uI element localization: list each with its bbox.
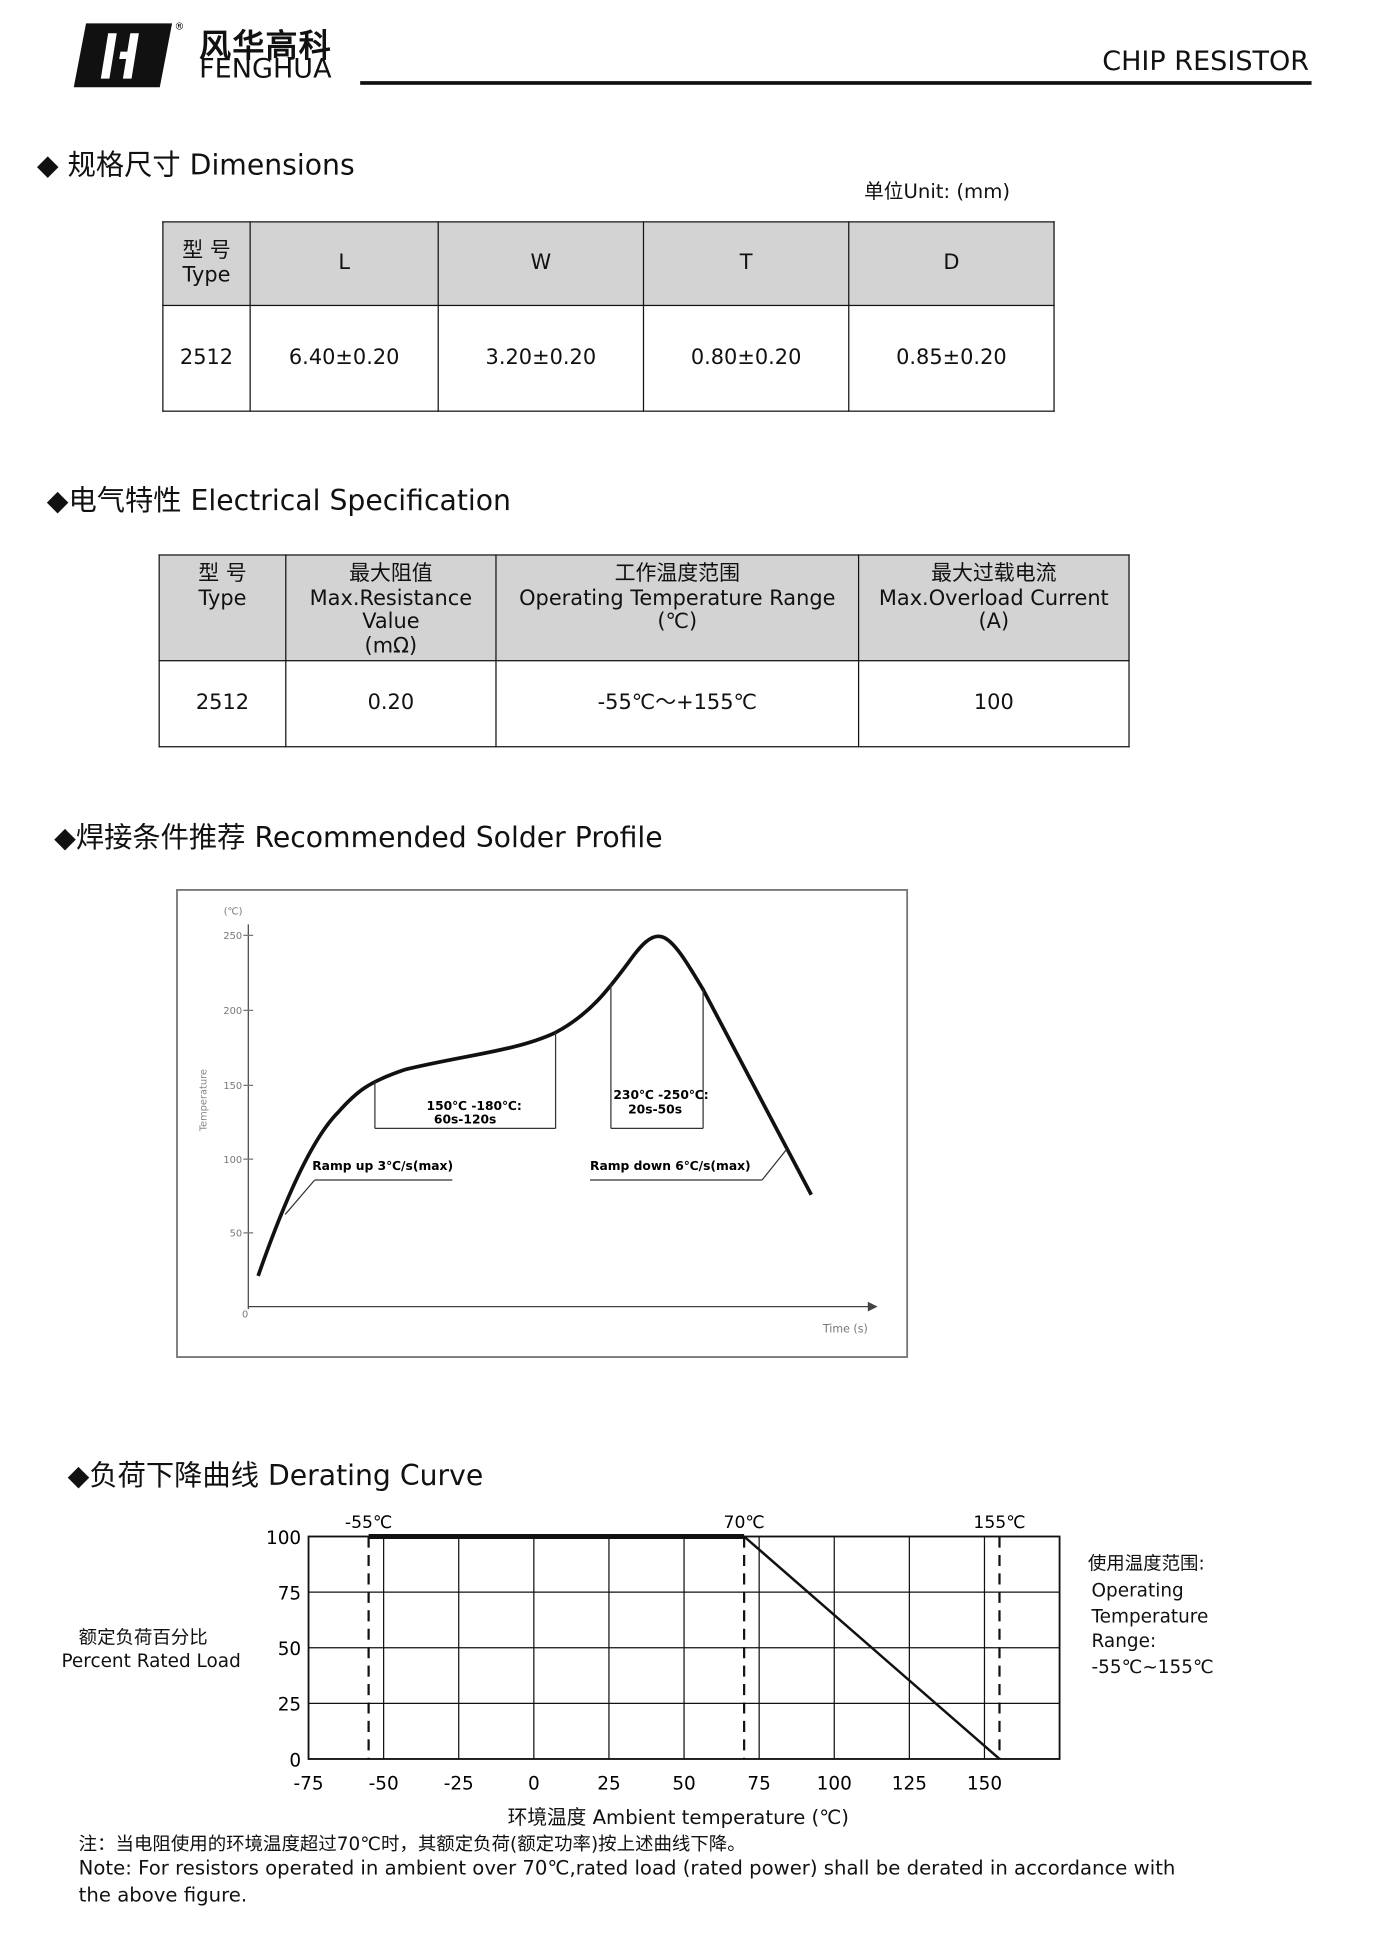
operating-range-title: 使用温度范围: [1087,1552,1205,1575]
table-row: 2512 0.20 -55℃～+155℃ 100 [158,660,1130,748]
x-tick-label: 125 [892,1774,927,1795]
table-row: 2512 6.40±0.20 3.20±0.20 0.80±0.20 0.85±… [162,304,1055,412]
derating-ylabel-en: Percent Rated Load [61,1649,241,1672]
brand-name-en: FENGHUA [199,54,332,85]
y-tick-label: 25 [278,1695,301,1716]
cell-d: 0.85±0.20 [848,304,1055,412]
electrical-table: 型 号 Type 最大阻值 Max.Resistance Value (mΩ) 工作温度… [158,554,1130,748]
header-max-resistance: 最大阻值 Max.Resistance Value (mΩ) [285,554,497,662]
x-tick-label: -75 [293,1774,323,1795]
zone2-temp: 230℃ -250℃: [613,1088,708,1102]
derating-line [743,1535,1001,1760]
cell-t: 0.80±0.20 [642,304,850,412]
ramp-up-label: Ramp up 3℃/s(max) [312,1159,453,1173]
y-tick: 250 [223,931,242,942]
header-d: D [848,221,1055,307]
derating-chart: 0 25 50 75 100 -75 -50 -25 0 25 50 75 100 125 150 -55℃ 7… [266,1513,1061,1795]
cell-overload: 100 [857,660,1130,748]
y-tick: 50 [230,1229,243,1240]
y-tick-label: 100 [266,1528,301,1549]
header-l: L [249,221,439,307]
solder-profile-curve [256,934,813,1277]
y-axis-label: Temperature [199,1069,210,1132]
ramp-down-label: Ramp down 6℃/s(max) [590,1159,751,1173]
marker-label: -55℃ [345,1513,392,1533]
section-title-solder: ◆焊接条件推荐 Recommended Solder Profile [54,822,663,855]
cell-l: 6.40±0.20 [249,304,439,412]
header-type: 型 号 Type [162,221,251,307]
y-tick-label: 50 [278,1639,301,1660]
x-tick-label: 75 [747,1774,770,1795]
header-t: T [642,221,850,307]
doc-title: CHIP RESISTOR [1102,46,1310,78]
fenghua-logo: ® [73,22,185,88]
note-en-2: the above figure. [78,1883,248,1907]
y-tick-label: 75 [278,1583,301,1604]
zone1-time: 60s-120s [434,1112,496,1126]
cell-type: 2512 [162,304,251,412]
section-title-dimensions: ◆ 规格尺寸 Dimensions [36,149,355,182]
y-unit: (℃) [224,907,243,918]
derating-xlabel: 环境温度 Ambient temperature (℃) [507,1805,849,1830]
y-tick: 200 [223,1006,242,1017]
unit-label: 单位Unit: (mm) [864,179,1011,203]
x-tick-label: 0 [528,1774,540,1795]
cell-resistance: 0.20 [285,660,497,748]
operating-range-text: Operating Temperature Range: -55℃~155℃ [1091,1579,1214,1678]
zone1-temp: 150℃ -180℃: [427,1099,522,1113]
zone2-time: 20s-50s [628,1103,682,1117]
note-en-1: Note: For resistors operated in ambient … [78,1856,1176,1880]
cell-type: 2512 [158,660,287,748]
note-cn: 注：当电阻使用的环境温度超过70℃时，其额定负荷(额定功率)按上述曲线下降。 [78,1832,746,1855]
dimensions-table: 型 号 Type L W T D 2512 6.40±0.20 3.20±0.20… [162,221,1055,412]
derating-ylabel-cn: 额定负荷百分比 [78,1626,208,1649]
x-tick-label: 50 [672,1774,695,1795]
header-operating-temp: 工作温度范围 Operating Temperature Range (℃) [495,554,860,662]
marker-label: 70℃ [724,1513,765,1533]
brand-name-cn: 风华高科 [199,28,332,66]
header-type: 型 号 Type [158,554,287,662]
y-tick: 100 [223,1155,242,1166]
y-tick-label: 0 [289,1750,301,1771]
origin-label: 0 [242,1310,248,1321]
x-axis-arrow [867,1301,878,1312]
header-w: W [437,221,645,307]
marker-label: 155℃ [973,1513,1025,1533]
section-title-derating: ◆负荷下降曲线 Derating Curve [67,1460,484,1493]
x-tick-label: 100 [817,1774,852,1795]
x-tick-label: 150 [967,1774,1002,1795]
x-tick-label: 25 [597,1774,620,1795]
section-title-electrical: ◆电气特性 Electrical Specification [46,485,511,518]
y-tick: 150 [223,1081,242,1092]
cell-w: 3.20±0.20 [437,304,645,412]
x-tick-label: -50 [369,1774,399,1795]
svg-text:®: ® [175,22,185,33]
header-rule [360,81,1312,85]
header-overload-current: 最大过载电流 Max.Overload Current (A) [857,554,1130,662]
cell-temp-range: -55℃～+155℃ [495,660,860,748]
x-tick-label: -25 [444,1774,474,1795]
solder-profile-figure: (℃) 250 200 150 100 50 0 Temperature Tim… [176,889,909,1358]
x-axis-label: Time (s) [822,1322,868,1335]
